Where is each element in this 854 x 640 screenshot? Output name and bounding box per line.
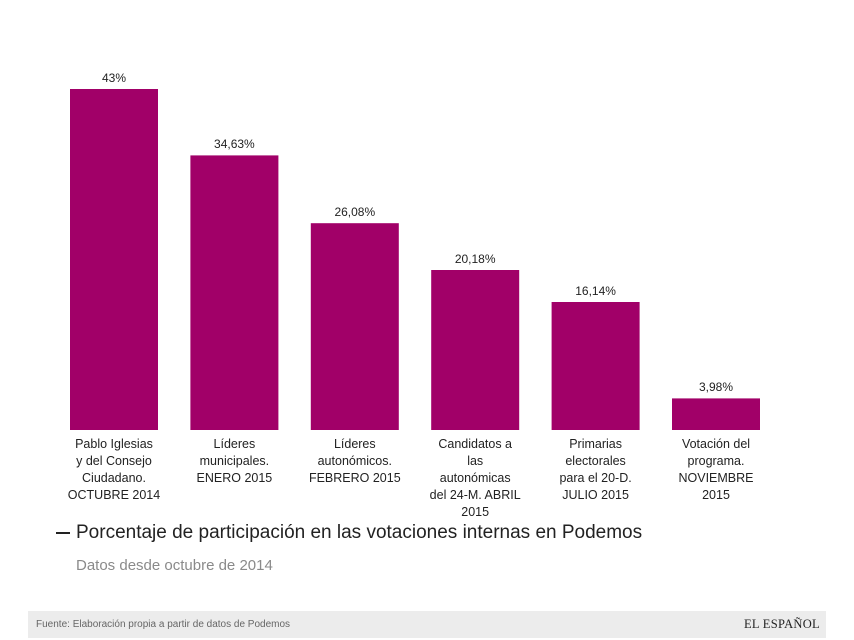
value-label: 16,14% [575,284,616,298]
bar [551,302,640,430]
bar [431,270,520,430]
chart-title: Porcentaje de participación en las votac… [76,522,643,543]
value-label: 26,08% [334,205,376,220]
legend-dash-icon [56,532,70,534]
footer-bar: Fuente: Elaboración propia a partir de d… [28,611,826,638]
chart-subtitle: Datos desde octubre de 2014 [76,557,273,574]
value-label: 20,18% [454,251,496,266]
source-note: Fuente: Elaboración propia a partir de d… [36,619,291,630]
title-row: Porcentaje de participación en las votac… [56,522,642,544]
bar [190,155,279,430]
value-label: 43% [101,71,127,85]
category-label: Pablo Iglesias y del Consejo Ciudadano. OCT… [67,437,161,502]
category-label: Líderes autonómicos. FEBRERO 2015 [308,437,401,485]
value-label: 34,63% [214,137,255,152]
category-label: Primarias electorales para el 20-D. JULIO 2… [559,437,632,502]
category-label: Líderes municipales. ENERO 2015 [196,437,273,485]
bar [672,398,760,430]
bar [310,223,399,430]
category-label: Votación del programa. NOVIEMBRE 2015 [678,437,754,502]
bar [70,89,158,430]
brand-logo: EL ESPAÑOL [743,617,820,631]
category-label: Candidatos a las autonómicas del 24-M. ABRI… [429,437,521,519]
bar-chart [70,89,760,430]
value-label: 3,98% [698,380,734,395]
